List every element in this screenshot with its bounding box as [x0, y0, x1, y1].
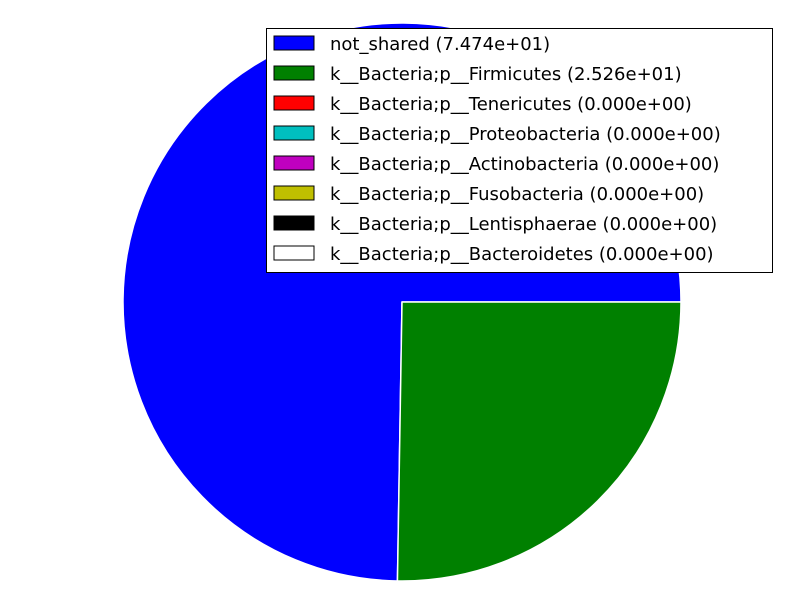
legend-entry-4: k__Bacteria;p__Actinobacteria (0.000e+00…: [273, 154, 719, 175]
legend-entry-7: k__Bacteria;p__Bacteroidetes (0.000e+00): [273, 244, 714, 265]
pie-slice-1: [396, 301, 682, 582]
legend-swatch-1: [273, 65, 315, 81]
legend-label-1: k__Bacteria;p__Firmicutes (2.526e+01): [330, 64, 682, 85]
legend-swatch-6: [273, 215, 315, 231]
legend-swatch-2: [273, 95, 315, 111]
legend-swatch-5: [273, 185, 315, 201]
legend-swatch-7: [273, 245, 315, 261]
legend-label-5: k__Bacteria;p__Fusobacteria (0.000e+00): [330, 184, 704, 205]
legend-label-4: k__Bacteria;p__Actinobacteria (0.000e+00…: [330, 154, 719, 175]
legend-entry-1: k__Bacteria;p__Firmicutes (2.526e+01): [273, 64, 682, 85]
legend-label-7: k__Bacteria;p__Bacteroidetes (0.000e+00): [330, 244, 714, 265]
legend: not_shared (7.474e+01) k__Bacteria;p__Fir…: [266, 28, 773, 273]
legend-entry-0: not_shared (7.474e+01): [273, 34, 550, 55]
legend-label-0: not_shared (7.474e+01): [330, 34, 550, 55]
legend-swatch-4: [273, 155, 315, 171]
legend-entry-6: k__Bacteria;p__Lentisphaerae (0.000e+00): [273, 214, 717, 235]
legend-entry-5: k__Bacteria;p__Fusobacteria (0.000e+00): [273, 184, 704, 205]
legend-label-3: k__Bacteria;p__Proteobacteria (0.000e+00…: [330, 124, 721, 145]
legend-label-6: k__Bacteria;p__Lentisphaerae (0.000e+00): [330, 214, 717, 235]
legend-entry-2: k__Bacteria;p__Tenericutes (0.000e+00): [273, 94, 692, 115]
legend-swatch-3: [273, 125, 315, 141]
legend-swatch-0: [273, 35, 315, 51]
legend-frame: [266, 28, 773, 273]
legend-label-2: k__Bacteria;p__Tenericutes (0.000e+00): [330, 94, 692, 115]
legend-entry-3: k__Bacteria;p__Proteobacteria (0.000e+00…: [273, 124, 721, 145]
